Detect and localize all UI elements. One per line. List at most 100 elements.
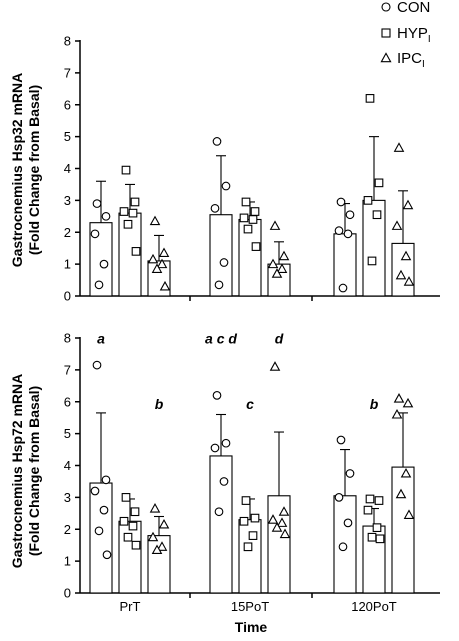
data-point-circle — [102, 550, 112, 560]
data-point-circle — [214, 280, 224, 290]
data-point-square — [239, 516, 249, 526]
y-tick-label: 3 — [64, 193, 71, 208]
data-point-square — [123, 532, 133, 542]
bar-triangle — [267, 495, 291, 594]
data-point-triangle — [402, 199, 414, 210]
data-point-square — [367, 256, 377, 266]
data-point-circle — [334, 226, 344, 236]
data-point-circle — [343, 229, 353, 239]
data-point-triangle — [156, 258, 168, 269]
data-point-circle — [94, 280, 104, 290]
data-point-square — [374, 496, 384, 505]
data-point-triangle — [159, 280, 171, 291]
data-point-triangle — [151, 263, 163, 273]
data-point-triangle — [400, 467, 412, 478]
y-axis-label-line2: (Fold Change from Basal) — [26, 85, 42, 255]
data-point-triangle — [156, 541, 168, 551]
data-point-triangle — [278, 250, 290, 261]
data-point-triangle — [403, 276, 415, 286]
data-point-circle — [212, 137, 222, 146]
x-tick-label: 120PoT — [351, 599, 397, 614]
y-tick-label: 0 — [64, 289, 71, 304]
data-point-circle — [343, 518, 353, 528]
legend-marker-square — [381, 28, 391, 38]
data-point-square — [365, 94, 375, 103]
y-tick-label: 2 — [64, 225, 71, 240]
data-point-circle — [334, 493, 344, 502]
data-point-square — [250, 207, 260, 216]
data-point-square — [363, 196, 373, 205]
y-tick-label: 5 — [64, 129, 71, 144]
data-point-triangle — [395, 488, 407, 499]
legend-label-subscript: I — [428, 34, 431, 45]
y-tick-label: 8 — [64, 331, 71, 346]
bar-triangle — [147, 535, 171, 594]
data-point-triangle — [395, 269, 407, 280]
y-tick-label: 6 — [64, 394, 71, 409]
bar-triangle — [391, 242, 415, 297]
data-point-square — [130, 197, 140, 207]
data-point-triangle — [269, 220, 281, 230]
significance-label: a c d — [205, 331, 237, 347]
data-point-circle — [219, 477, 229, 486]
data-point-triangle — [267, 258, 279, 269]
data-point-square — [119, 516, 129, 526]
data-point-square — [239, 213, 249, 223]
data-point-circle — [210, 443, 220, 453]
data-point-square — [241, 197, 251, 207]
data-point-triangle — [269, 361, 281, 371]
data-point-triangle — [400, 250, 412, 261]
data-point-triangle — [279, 528, 291, 539]
data-point-triangle — [391, 408, 403, 419]
legend-label-subscript: I — [422, 59, 425, 70]
data-point-square — [119, 207, 129, 216]
panel-hsp72: Gastrocnemius Hsp72 mRNA (Fold Change fr… — [9, 331, 440, 635]
data-point-square — [131, 247, 141, 256]
data-point-square — [128, 208, 138, 218]
y-tick-label: 0 — [64, 586, 71, 601]
data-point-triangle — [271, 268, 283, 278]
data-point-triangle — [278, 506, 290, 516]
data-point-square — [248, 215, 258, 224]
data-point-square — [248, 531, 258, 540]
data-point-square — [123, 219, 133, 229]
bar-circle — [209, 455, 233, 594]
bar-triangle — [391, 466, 415, 594]
x-tick-label: 15PoT — [231, 599, 269, 614]
y-axis-label-line2: (Fold Change from Basal) — [26, 386, 42, 556]
y-tick-label: 5 — [64, 426, 71, 441]
panel-hsp32: Gastrocnemius Hsp32 mRNA (Fold Change fr… — [9, 34, 440, 304]
data-point-square — [374, 178, 384, 188]
data-point-circle — [90, 486, 100, 496]
data-point-triangle — [393, 393, 405, 403]
data-point-triangle — [393, 142, 405, 152]
y-tick-label: 7 — [64, 65, 71, 80]
y-axis-label-line1: Gastrocnemius Hsp72 mRNA — [9, 374, 25, 569]
data-point-circle — [94, 526, 104, 536]
data-point-triangle — [158, 518, 170, 529]
significance-label: a — [97, 331, 105, 347]
y-tick-label: 1 — [64, 554, 71, 569]
data-point-circle — [345, 469, 355, 478]
data-point-circle — [336, 197, 346, 207]
data-point-triangle — [151, 544, 163, 555]
data-point-circle — [219, 258, 229, 267]
y-tick-label: 7 — [64, 362, 71, 377]
data-point-square — [363, 505, 373, 515]
y-tick-label: 2 — [64, 522, 71, 537]
data-point-triangle — [267, 514, 279, 524]
data-point-circle — [338, 283, 348, 293]
data-point-square — [365, 494, 375, 504]
bar-circle — [89, 482, 113, 594]
y-tick-label: 1 — [64, 257, 71, 272]
data-point-circle — [210, 203, 220, 213]
data-point-circle — [90, 229, 100, 239]
data-point-triangle — [271, 522, 283, 532]
data-point-triangle — [158, 247, 170, 258]
data-point-square — [243, 542, 253, 552]
y-axis-label-line1: Gastrocnemius Hsp32 mRNA — [9, 73, 25, 268]
data-point-circle — [214, 507, 224, 517]
data-point-square — [250, 513, 260, 523]
data-point-square — [121, 493, 131, 502]
